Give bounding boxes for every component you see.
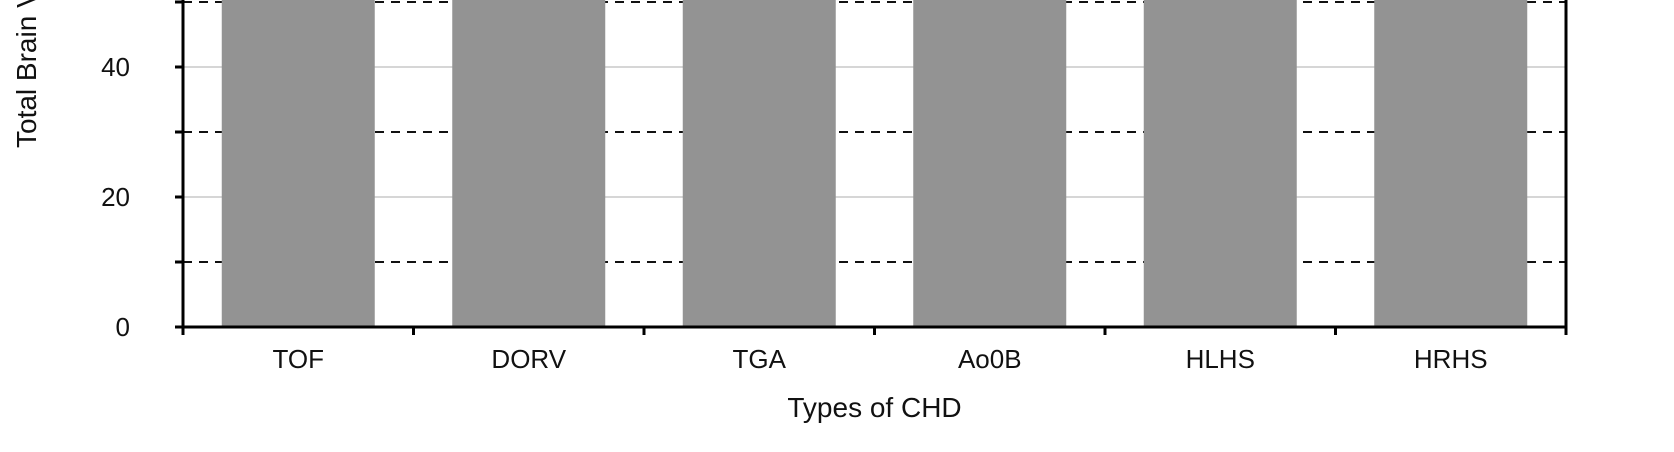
y-tick-label: 0 <box>116 312 130 342</box>
x-tick-label: Ao0B <box>958 344 1022 374</box>
x-tick-label: HLHS <box>1186 344 1255 374</box>
ticks-layer <box>175 0 1568 335</box>
bar-hlhs <box>1143 0 1297 327</box>
bar-tga <box>682 0 836 327</box>
y-tick-label: 20 <box>101 182 130 212</box>
labels-layer: 0 20 40 TOF DORV TGA Ao0B HLHS HRHS <box>101 52 1488 374</box>
y-axis-title: Total Brain V <box>11 0 42 148</box>
grid-layer <box>183 1 1566 263</box>
bar-ao0b <box>913 0 1067 327</box>
y-tick-label: 40 <box>101 52 130 82</box>
bar-hrhs <box>1374 0 1528 327</box>
x-axis-title: Types of CHD <box>787 392 961 423</box>
axes-layer <box>181 0 1568 329</box>
x-tick-label: TGA <box>733 344 787 374</box>
bar-dorv <box>452 0 606 327</box>
bars-layer <box>221 0 1528 327</box>
x-tick-label: TOF <box>272 344 324 374</box>
bar-tof <box>221 0 375 327</box>
x-tick-label: HRHS <box>1414 344 1488 374</box>
x-tick-label: DORV <box>491 344 566 374</box>
